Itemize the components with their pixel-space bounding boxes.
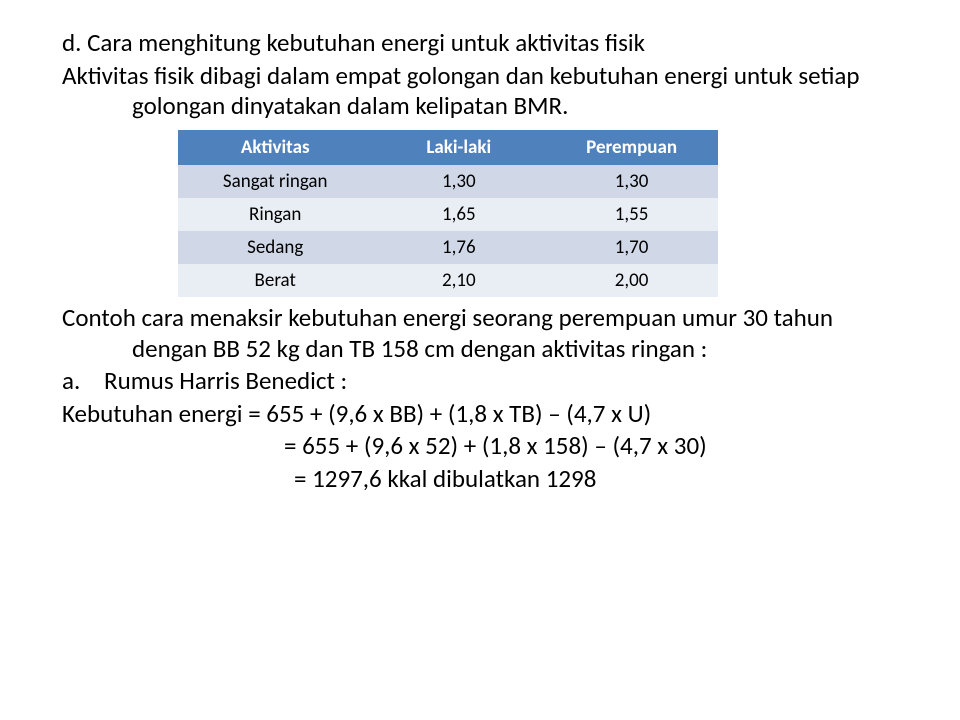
table-cell: Berat [178, 264, 372, 297]
table-row: Sedang1,761,70 [178, 231, 718, 264]
table-row: Sangat ringan1,301,30 [178, 165, 718, 198]
intro-paragraph: Aktivitas fisik dibagi dalam empat golon… [62, 61, 898, 122]
table-body: Sangat ringan1,301,30Ringan1,651,55Sedan… [178, 165, 718, 298]
col-aktivitas: Aktivitas [178, 130, 372, 165]
equation-block: Kebutuhan energi = 655 + (9,6 x BB) + (1… [62, 399, 898, 495]
table-row: Ringan1,651,55 [178, 198, 718, 231]
activity-table-wrap: Aktivitas Laki-laki Perempuan Sangat rin… [62, 124, 898, 304]
list-item-a: a. Rumus Harris Benedict : [62, 366, 898, 397]
list-content-a: Rumus Harris Benedict : [104, 366, 898, 397]
intro-text: Aktivitas fisik dibagi dalam empat golon… [62, 60, 860, 122]
col-perempuan: Perempuan [545, 130, 718, 165]
table-cell: 1,30 [372, 165, 545, 198]
table-cell: Sangat ringan [178, 165, 372, 198]
table-header-row: Aktivitas Laki-laki Perempuan [178, 130, 718, 165]
slide: d. Cara menghitung kebutuhan energi untu… [0, 0, 960, 720]
col-laki-laki: Laki-laki [372, 130, 545, 165]
table-row: Berat2,102,00 [178, 264, 718, 297]
table-cell: Ringan [178, 198, 372, 231]
table-cell: 2,10 [372, 264, 545, 297]
table-cell: 1,70 [545, 231, 718, 264]
table-cell: 2,00 [545, 264, 718, 297]
table-cell: 1,65 [372, 198, 545, 231]
list-marker-a: a. [62, 366, 104, 397]
table-cell: Sedang [178, 231, 372, 264]
eq-line-3: = 1297,6 kkal dibulatkan 1298 [62, 464, 898, 495]
eq-line-2: = 655 + (9,6 x 52) + (1,8 x 158) – (4,7 … [62, 431, 898, 462]
eq-line-1: Kebutuhan energi = 655 + (9,6 x BB) + (1… [62, 399, 898, 430]
example-paragraph: Contoh cara menaksir kebutuhan energi se… [62, 303, 898, 364]
example-text: Contoh cara menaksir kebutuhan energi se… [62, 302, 833, 364]
heading: d. Cara menghitung kebutuhan energi untu… [62, 28, 898, 59]
activity-table: Aktivitas Laki-laki Perempuan Sangat rin… [178, 130, 718, 298]
table-cell: 1,55 [545, 198, 718, 231]
table-cell: 1,76 [372, 231, 545, 264]
table-cell: 1,30 [545, 165, 718, 198]
